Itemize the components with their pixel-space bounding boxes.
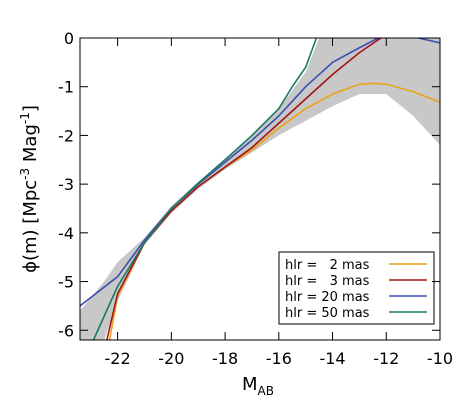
x-axis-label: MAB xyxy=(242,374,274,398)
y-tick-label: -4 xyxy=(58,224,74,243)
x-tick-label: -18 xyxy=(212,349,238,368)
y-tick-label: -1 xyxy=(58,78,74,97)
legend-label: hlr = 20 mas xyxy=(285,290,370,305)
uncertainty-band xyxy=(80,38,440,340)
x-tick-label: -12 xyxy=(373,349,399,368)
x-tick-label: -14 xyxy=(319,349,345,368)
y-axis-label: ϕ(m) [Mpc-3 Mag-1] xyxy=(18,105,41,273)
series-line xyxy=(80,38,440,307)
legend-label: hlr = 50 mas xyxy=(285,306,370,321)
x-tick-label: -20 xyxy=(158,349,184,368)
plot-frame xyxy=(79,37,441,341)
x-tick-label: -22 xyxy=(105,349,131,368)
y-tick-label: -2 xyxy=(58,126,74,145)
y-tick-label: 0 xyxy=(64,29,74,48)
y-tick-label: -3 xyxy=(58,175,74,194)
y-tick-label: -5 xyxy=(58,273,74,292)
x-tick-label: -10 xyxy=(427,349,453,368)
x-tick-label: -16 xyxy=(266,349,292,368)
legend-label: hlr = 2 mas xyxy=(285,258,370,273)
legend-label: hlr = 3 mas xyxy=(285,274,370,289)
series-line xyxy=(92,38,318,340)
y-tick-label: -6 xyxy=(58,321,74,340)
